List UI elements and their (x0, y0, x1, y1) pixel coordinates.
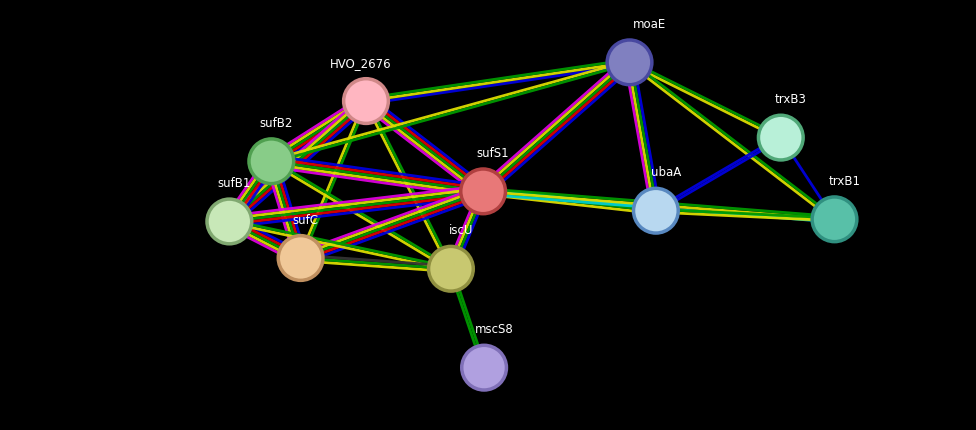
Circle shape (758, 115, 803, 160)
Circle shape (461, 169, 506, 214)
Circle shape (462, 345, 507, 390)
Circle shape (344, 79, 388, 123)
Circle shape (428, 246, 473, 291)
Text: ubaA: ubaA (651, 166, 680, 179)
Text: sufC: sufC (293, 214, 318, 227)
Circle shape (812, 197, 857, 242)
Text: trxB1: trxB1 (829, 175, 860, 188)
Text: HVO_2676: HVO_2676 (330, 57, 392, 70)
Text: mscS8: mscS8 (474, 323, 513, 336)
Text: iscU: iscU (449, 224, 472, 237)
Circle shape (633, 188, 678, 233)
Text: sufS1: sufS1 (476, 147, 509, 160)
Circle shape (249, 139, 294, 184)
Circle shape (207, 199, 252, 244)
Text: sufB1: sufB1 (218, 177, 251, 190)
Circle shape (607, 40, 652, 85)
Text: moaE: moaE (632, 18, 666, 31)
Text: trxB3: trxB3 (775, 93, 806, 106)
Text: sufB2: sufB2 (260, 117, 293, 130)
Circle shape (278, 236, 323, 280)
